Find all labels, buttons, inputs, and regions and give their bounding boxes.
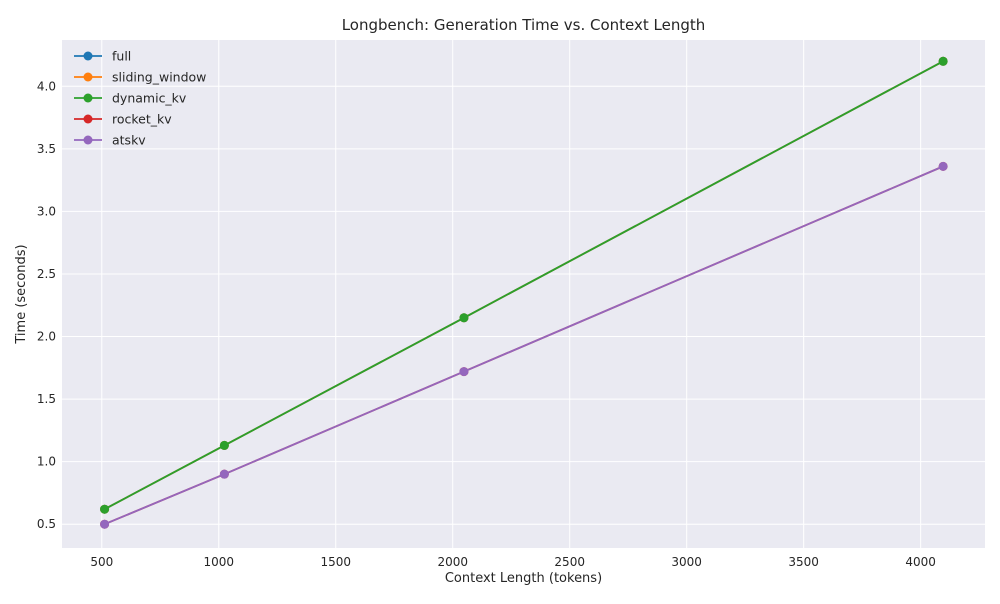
- legend-item-atskv: atskv: [74, 133, 146, 148]
- data-point: [938, 161, 948, 171]
- y-tick-label: 4.0: [37, 79, 56, 93]
- legend: full sliding_window dynamic_kv rocket_kvats…: [74, 49, 206, 148]
- y-tick-label: 1.0: [37, 455, 56, 469]
- series-lines: [100, 56, 948, 529]
- plot-background: [62, 40, 985, 548]
- legend-label: rocket_kv: [112, 112, 172, 127]
- x-tick-label: 3000: [671, 555, 702, 569]
- series-line: [104, 60, 944, 511]
- legend-marker: [83, 72, 93, 82]
- gridlines: [62, 40, 985, 548]
- y-tick-label: 2.0: [37, 330, 56, 344]
- x-tick-label: 3500: [788, 555, 819, 569]
- x-tick-label: 2500: [554, 555, 585, 569]
- legend-marker: [83, 114, 93, 124]
- data-point: [100, 519, 110, 529]
- y-tick-label: 3.5: [37, 142, 56, 156]
- x-tick-label: 2000: [437, 555, 468, 569]
- legend-label: sliding_window: [112, 70, 206, 85]
- legend-marker: [83, 93, 93, 103]
- y-tick-label: 3.0: [37, 204, 56, 218]
- legend-marker: [83, 135, 93, 145]
- legend-marker: [83, 51, 93, 61]
- legend-label: full: [112, 49, 131, 64]
- series-dynamic-kv: [100, 56, 948, 514]
- data-point: [100, 504, 110, 514]
- data-point: [219, 440, 229, 450]
- legend-item-rocket-kv: rocket_kv: [74, 112, 172, 127]
- legend-label: atskv: [112, 133, 146, 148]
- data-point: [938, 56, 948, 66]
- legend-item-dynamic-kv: dynamic_kv: [74, 91, 187, 106]
- legend-item-sliding-window: sliding_window: [74, 70, 206, 85]
- x-tick-label: 1000: [203, 555, 234, 569]
- data-point: [459, 313, 469, 323]
- x-tick-label: 500: [90, 555, 113, 569]
- y-tick-label: 0.5: [37, 517, 56, 531]
- data-point: [459, 367, 469, 377]
- tick-labels: 500 1000 1500 2000 2500 3000 3500 4000 0.5 1.0 1.5…: [37, 79, 936, 569]
- legend-label: dynamic_kv: [112, 91, 187, 106]
- series-line: [104, 165, 944, 526]
- data-point: [219, 469, 229, 479]
- y-tick-label: 1.5: [37, 392, 56, 406]
- chart-title: Longbench: Generation Time vs. Context L…: [342, 16, 706, 34]
- y-tick-label: 2.5: [37, 267, 56, 281]
- y-axis-label: Time (seconds): [14, 244, 29, 344]
- series-atskv: [100, 161, 948, 529]
- x-tick-label: 4000: [905, 555, 936, 569]
- legend-item-full: full: [74, 49, 131, 64]
- x-axis-label: Context Length (tokens): [445, 571, 602, 586]
- x-tick-label: 1500: [320, 555, 351, 569]
